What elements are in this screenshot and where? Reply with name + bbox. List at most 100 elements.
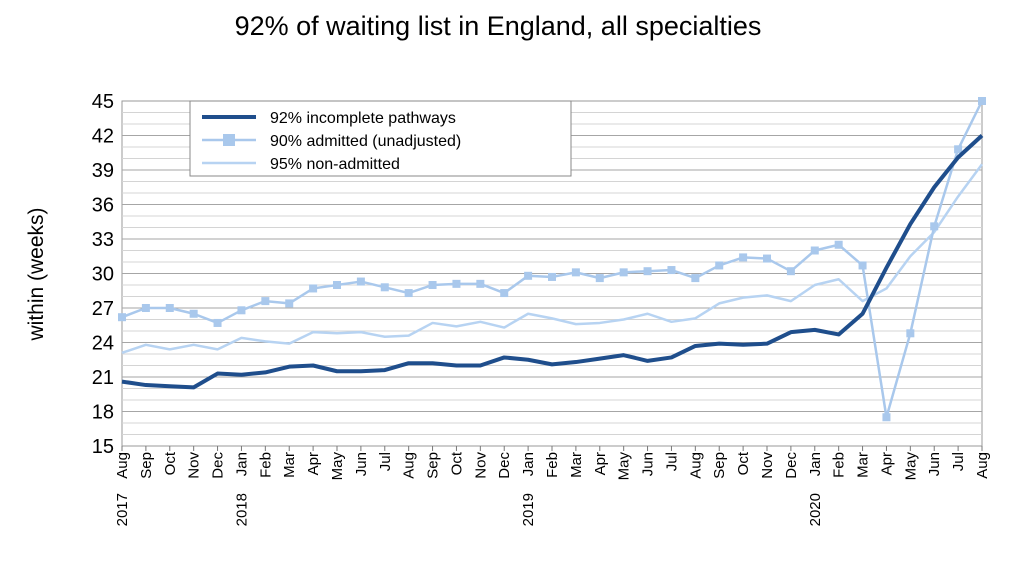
x-tick-label: Sep bbox=[711, 452, 728, 479]
y-tick-label: 27 bbox=[92, 298, 114, 320]
data-point bbox=[834, 240, 843, 249]
legend-label: 90% admitted (unadjusted) bbox=[270, 133, 461, 150]
x-tick-label: Sep bbox=[138, 452, 155, 479]
data-point bbox=[500, 289, 509, 298]
data-point bbox=[285, 299, 294, 308]
data-point bbox=[739, 253, 748, 262]
data-point bbox=[333, 281, 341, 289]
data-point bbox=[667, 266, 676, 275]
data-point bbox=[380, 283, 389, 292]
x-tick-label: Feb bbox=[831, 452, 848, 478]
y-tick-label: 33 bbox=[92, 229, 114, 251]
data-point bbox=[309, 284, 318, 293]
x-tick-label: Mar bbox=[568, 452, 585, 478]
data-point bbox=[691, 274, 700, 283]
x-tick-labels: Aug Sep Oct Nov Dec Jan Feb Mar Apr May Jun Jul Aug S… bbox=[114, 446, 991, 526]
y-tick-label: 21 bbox=[92, 367, 114, 389]
y-tick-label: 30 bbox=[92, 264, 114, 286]
data-point bbox=[141, 304, 150, 312]
data-point bbox=[189, 309, 198, 318]
legend-label: 92% incomplete pathways bbox=[270, 110, 456, 127]
y-tick-label: 18 bbox=[92, 402, 114, 424]
data-point bbox=[786, 267, 795, 276]
data-point bbox=[715, 261, 724, 270]
data-point bbox=[428, 281, 437, 289]
x-tick-label: Aug bbox=[114, 452, 131, 479]
x-tick-label: Apr bbox=[592, 452, 609, 475]
x-tick-label: Dec bbox=[210, 452, 227, 479]
y-tick-label: 45 bbox=[92, 91, 114, 113]
data-point bbox=[118, 313, 126, 322]
series-line bbox=[121, 134, 984, 390]
data-point bbox=[165, 304, 174, 312]
x-tick-label: Jun bbox=[640, 452, 657, 476]
data-point bbox=[595, 274, 604, 283]
x-tick-label: Jan bbox=[807, 452, 824, 476]
series-1 bbox=[121, 134, 984, 390]
x-tick-label: Jun bbox=[926, 452, 943, 476]
x-tick-label: Sep bbox=[425, 452, 442, 479]
y-tick-label: 24 bbox=[92, 333, 114, 355]
x-tick-label: Oct bbox=[735, 451, 752, 475]
x-year-label: 2019 bbox=[520, 493, 537, 526]
data-point bbox=[476, 279, 485, 288]
data-point bbox=[571, 268, 580, 277]
legend-item: 90% admitted (unadjusted) bbox=[202, 133, 461, 150]
data-point bbox=[619, 268, 628, 277]
x-tick-label: Mar bbox=[281, 452, 298, 478]
data-point bbox=[261, 297, 270, 306]
x-year-label: 2018 bbox=[233, 493, 250, 526]
x-tick-label: Aug bbox=[401, 452, 418, 479]
y-tick-label: 36 bbox=[92, 195, 114, 217]
legend-item: 92% incomplete pathways bbox=[202, 110, 456, 127]
data-point bbox=[858, 261, 867, 270]
data-point bbox=[404, 289, 413, 298]
data-point bbox=[237, 306, 246, 315]
data-point bbox=[524, 271, 533, 280]
data-point bbox=[906, 329, 915, 338]
series-2 bbox=[118, 97, 986, 422]
x-tick-label: May bbox=[616, 452, 633, 481]
y-tick-labels: 15 18 21 24 27 30 33 36 39 42 45 bbox=[92, 91, 114, 458]
x-tick-label: Apr bbox=[878, 452, 895, 475]
x-tick-label: Oct bbox=[162, 451, 179, 475]
x-tick-label: Feb bbox=[544, 452, 561, 478]
series-line bbox=[121, 163, 984, 355]
y-tick-label: 39 bbox=[92, 160, 114, 182]
legend-item: 95% non-admitted bbox=[202, 156, 400, 173]
x-tick-label: Jun bbox=[353, 452, 370, 476]
chart-title: 92% of waiting list in England, all spec… bbox=[235, 11, 762, 41]
data-point bbox=[930, 222, 939, 231]
x-tick-label: Nov bbox=[472, 452, 489, 479]
x-tick-label: Jul bbox=[663, 452, 680, 471]
x-tick-label: Aug bbox=[974, 452, 991, 479]
legend: 92% incomplete pathways 90% admitted (una… bbox=[189, 100, 572, 177]
data-point bbox=[882, 413, 891, 422]
x-tick-label: Nov bbox=[759, 452, 776, 479]
x-tick-label: Oct bbox=[448, 451, 465, 475]
y-tick-label: 42 bbox=[92, 126, 114, 148]
series-3 bbox=[121, 163, 984, 355]
data-point bbox=[213, 318, 222, 327]
x-tick-label: May bbox=[329, 452, 346, 481]
x-tick-label: Jan bbox=[520, 452, 537, 476]
data-point bbox=[954, 145, 963, 154]
x-tick-label: Jul bbox=[377, 452, 394, 471]
data-point bbox=[643, 267, 652, 276]
data-point bbox=[763, 254, 771, 263]
x-tick-label: Dec bbox=[496, 452, 513, 479]
x-tick-label: May bbox=[902, 452, 919, 481]
data-point bbox=[452, 279, 461, 288]
x-year-label: 2020 bbox=[807, 493, 824, 526]
y-tick-label: 15 bbox=[92, 436, 114, 458]
legend-marker bbox=[223, 134, 235, 146]
x-tick-label: Dec bbox=[783, 452, 800, 479]
x-tick-label: Aug bbox=[687, 452, 704, 479]
data-point bbox=[978, 97, 986, 105]
x-tick-label: Mar bbox=[855, 452, 872, 478]
y-axis-label: within (weeks) bbox=[25, 207, 48, 341]
data-point bbox=[356, 277, 365, 286]
data-point bbox=[548, 272, 556, 281]
x-tick-label: Nov bbox=[186, 452, 203, 479]
